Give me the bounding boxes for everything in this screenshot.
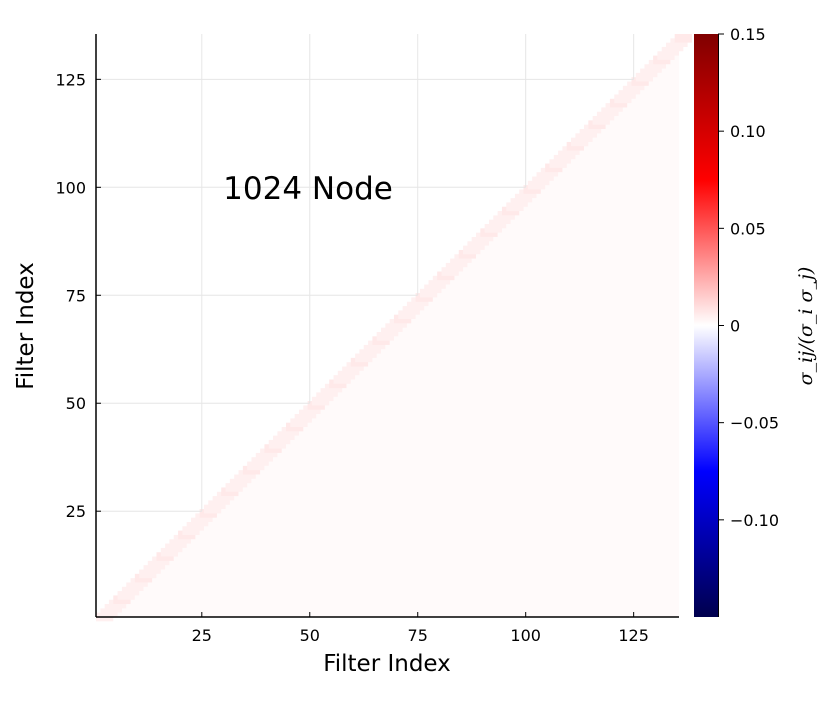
- x-tick-label: 75: [408, 626, 428, 645]
- colorbar-tick-label: 0: [730, 317, 740, 336]
- axes: [95, 34, 679, 618]
- x-tick-label: 100: [510, 626, 541, 645]
- heatmap-diagonal-cell: [419, 288, 438, 298]
- heatmap-diagonal-cell: [320, 388, 338, 397]
- heatmap-diagonal-cell: [156, 552, 174, 561]
- colorbar-label: σ_ij/(σ_i σ_j): [795, 267, 817, 386]
- heatmap-diagonal-cell: [298, 409, 317, 419]
- heatmap-diagonal-cell: [359, 349, 377, 358]
- y-tick-label: 100: [55, 178, 86, 197]
- heatmap-diagonal-cell: [583, 124, 602, 134]
- x-tick-label: 50: [300, 626, 320, 645]
- heatmap-diagonal-cell: [545, 163, 563, 173]
- heatmap-diagonal-cell: [100, 608, 118, 617]
- heatmap-diagonal-cell: [674, 34, 692, 43]
- colorbar-tick-label: −0.10: [730, 511, 779, 530]
- y-axis-label: Filter Index: [13, 262, 39, 390]
- x-tick-label: 25: [192, 626, 212, 645]
- colorbar: [694, 34, 718, 617]
- x-axis-label: Filter Index: [323, 651, 451, 677]
- heatmap-diagonal-cell: [484, 224, 502, 233]
- y-ticks: 25 50 75 100 125: [55, 70, 101, 521]
- heatmap-diagonal-cell: [186, 521, 204, 531]
- heatmap-diagonal-cell: [113, 595, 131, 605]
- colorbar-tick-label: 0.05: [730, 219, 766, 238]
- heatmap-diagonal-cell: [527, 180, 546, 190]
- y-tick-label: 25: [66, 502, 86, 521]
- heatmap-diagonal-cell: [381, 327, 399, 337]
- y-tick-label: 50: [66, 394, 86, 413]
- colorbar-tick-label: −0.05: [730, 414, 779, 433]
- heatmap-diagonal-cell: [238, 470, 256, 479]
- colorbar-tick-label: 0.15: [730, 25, 766, 44]
- grid-lines: [96, 34, 635, 512]
- x-tick-label: 125: [618, 626, 649, 645]
- heatmap-diagonal-cell: [199, 509, 217, 518]
- y-tick-label: 125: [55, 70, 86, 89]
- heatmap-diagonal-cell: [143, 565, 161, 574]
- heatmap-diagonal-cell: [260, 448, 278, 458]
- heatmap-diagonal-cell: [506, 202, 524, 212]
- heatmap-diagonal-cell: [130, 578, 148, 587]
- heatmap-diagonal-cell: [169, 539, 187, 548]
- heatmap-diagonal-cell: [281, 426, 299, 436]
- colorbar-tick-label: 0.10: [730, 122, 766, 141]
- heatmap-diagonal-cell: [441, 267, 459, 276]
- heatmap-diagonal-cell: [467, 241, 485, 250]
- heatmap-diagonal-cell: [221, 487, 239, 497]
- colorbar-ticks: 0.15 0.10 0.05 0 −0.05 −0.10: [718, 25, 779, 530]
- annotation-text: 1024 Node: [223, 171, 393, 207]
- plot-area: [96, 34, 692, 622]
- heatmap-diagonal-cell: [402, 306, 420, 315]
- y-tick-label: 75: [66, 286, 86, 305]
- heatmap-diagonal-cell: [342, 366, 360, 376]
- x-ticks: 25 50 75 100 125: [192, 612, 649, 645]
- heatmap-diagonal-cell: [566, 141, 584, 151]
